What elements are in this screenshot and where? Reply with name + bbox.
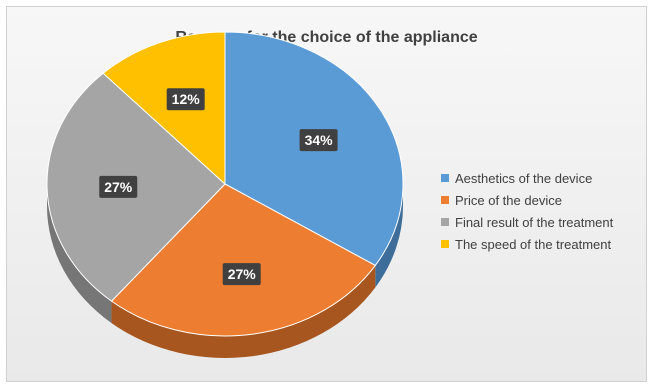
legend-swatch [441,196,449,204]
svg-text:27%: 27% [104,179,133,195]
svg-text:12%: 12% [172,91,201,107]
legend-label: Price of the device [455,192,562,208]
pie-slice [110,183,377,337]
pie-labels: 34% 27% 27% 12% [99,88,338,286]
data-label: 12% [166,88,205,111]
legend-label: The speed of the treatment [455,236,612,252]
legend-swatch [441,240,449,248]
legend-label: Final result of the treatment [455,214,614,230]
data-label: 34% [299,129,338,152]
chart-legend: Aesthetics of the device Price of the de… [441,167,613,255]
data-label: 27% [222,263,261,286]
legend-item: Aesthetics of the device [441,167,613,189]
legend-swatch [441,218,449,226]
pie-chart: 34% 27% 27% 12% [46,31,404,358]
svg-text:34%: 34% [305,132,334,148]
svg-text:27%: 27% [228,266,257,282]
data-label: 27% [99,175,138,198]
legend-swatch [441,174,449,182]
chart-frame: Reasons for the choice of the appliance … [6,6,647,382]
legend-item: The speed of the treatment [441,233,613,255]
legend-label: Aesthetics of the device [455,170,593,186]
legend-item: Final result of the treatment [441,211,613,233]
pie-slice-side [375,184,403,288]
pie-slice [102,31,226,186]
legend-item: Price of the device [441,189,613,211]
pie-slice-side [111,265,376,358]
